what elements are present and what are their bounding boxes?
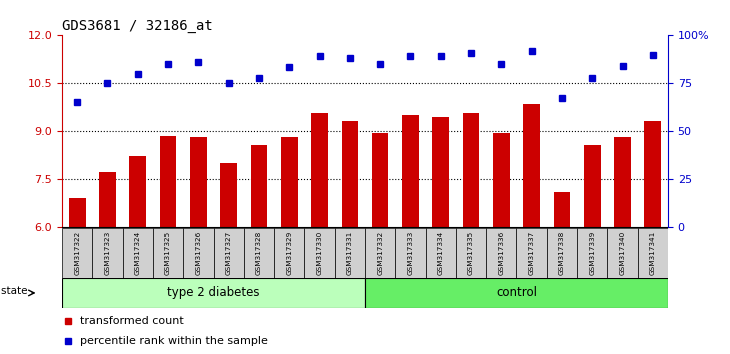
Text: transformed count: transformed count: [80, 316, 184, 326]
Bar: [584, 145, 601, 227]
Bar: [62, 228, 93, 278]
Bar: [614, 137, 631, 227]
Bar: [577, 228, 607, 278]
Text: GSM317325: GSM317325: [165, 231, 171, 275]
Bar: [402, 115, 419, 227]
Text: GSM317322: GSM317322: [74, 231, 80, 275]
Bar: [281, 137, 298, 227]
Bar: [517, 228, 547, 278]
Text: GSM317330: GSM317330: [317, 231, 323, 275]
Bar: [129, 156, 146, 227]
Text: GSM317339: GSM317339: [589, 231, 595, 275]
Bar: [365, 278, 668, 308]
Bar: [69, 198, 85, 227]
Bar: [244, 228, 274, 278]
Bar: [523, 104, 540, 227]
Text: GSM317331: GSM317331: [347, 231, 353, 275]
Bar: [426, 228, 456, 278]
Bar: [62, 278, 365, 308]
Bar: [183, 228, 214, 278]
Text: GSM317326: GSM317326: [196, 231, 201, 275]
Bar: [160, 136, 177, 227]
Text: GSM317338: GSM317338: [559, 231, 565, 275]
Bar: [493, 133, 510, 227]
Text: GSM317332: GSM317332: [377, 231, 383, 275]
Bar: [123, 228, 153, 278]
Bar: [547, 228, 577, 278]
Text: GSM317329: GSM317329: [286, 231, 292, 275]
Bar: [153, 228, 183, 278]
Bar: [486, 228, 517, 278]
Text: GSM317341: GSM317341: [650, 231, 656, 275]
Bar: [190, 137, 207, 227]
Bar: [372, 133, 388, 227]
Text: control: control: [496, 286, 537, 299]
Bar: [638, 228, 668, 278]
Bar: [99, 172, 116, 227]
Text: GSM317335: GSM317335: [468, 231, 474, 275]
Bar: [304, 228, 335, 278]
Bar: [396, 228, 426, 278]
Text: type 2 diabetes: type 2 diabetes: [167, 286, 260, 299]
Text: GSM317334: GSM317334: [438, 231, 444, 275]
Bar: [214, 228, 244, 278]
Bar: [463, 113, 480, 227]
Text: GSM317323: GSM317323: [104, 231, 110, 275]
Bar: [553, 192, 570, 227]
Text: GSM317324: GSM317324: [135, 231, 141, 275]
Bar: [645, 121, 661, 227]
Text: GSM317340: GSM317340: [620, 231, 626, 275]
Bar: [432, 117, 449, 227]
Text: GSM317328: GSM317328: [256, 231, 262, 275]
Bar: [607, 228, 638, 278]
Text: GSM317337: GSM317337: [529, 231, 534, 275]
Text: percentile rank within the sample: percentile rank within the sample: [80, 336, 268, 346]
Bar: [335, 228, 365, 278]
Bar: [93, 228, 123, 278]
Text: GSM317327: GSM317327: [226, 231, 231, 275]
Bar: [365, 228, 396, 278]
Text: GSM317333: GSM317333: [407, 231, 413, 275]
Text: disease state: disease state: [0, 286, 28, 296]
Bar: [220, 163, 237, 227]
Bar: [274, 228, 304, 278]
Bar: [456, 228, 486, 278]
Text: GSM317336: GSM317336: [499, 231, 504, 275]
Bar: [250, 145, 267, 227]
Bar: [311, 113, 328, 227]
Text: GDS3681 / 32186_at: GDS3681 / 32186_at: [62, 19, 213, 33]
Bar: [342, 121, 358, 227]
